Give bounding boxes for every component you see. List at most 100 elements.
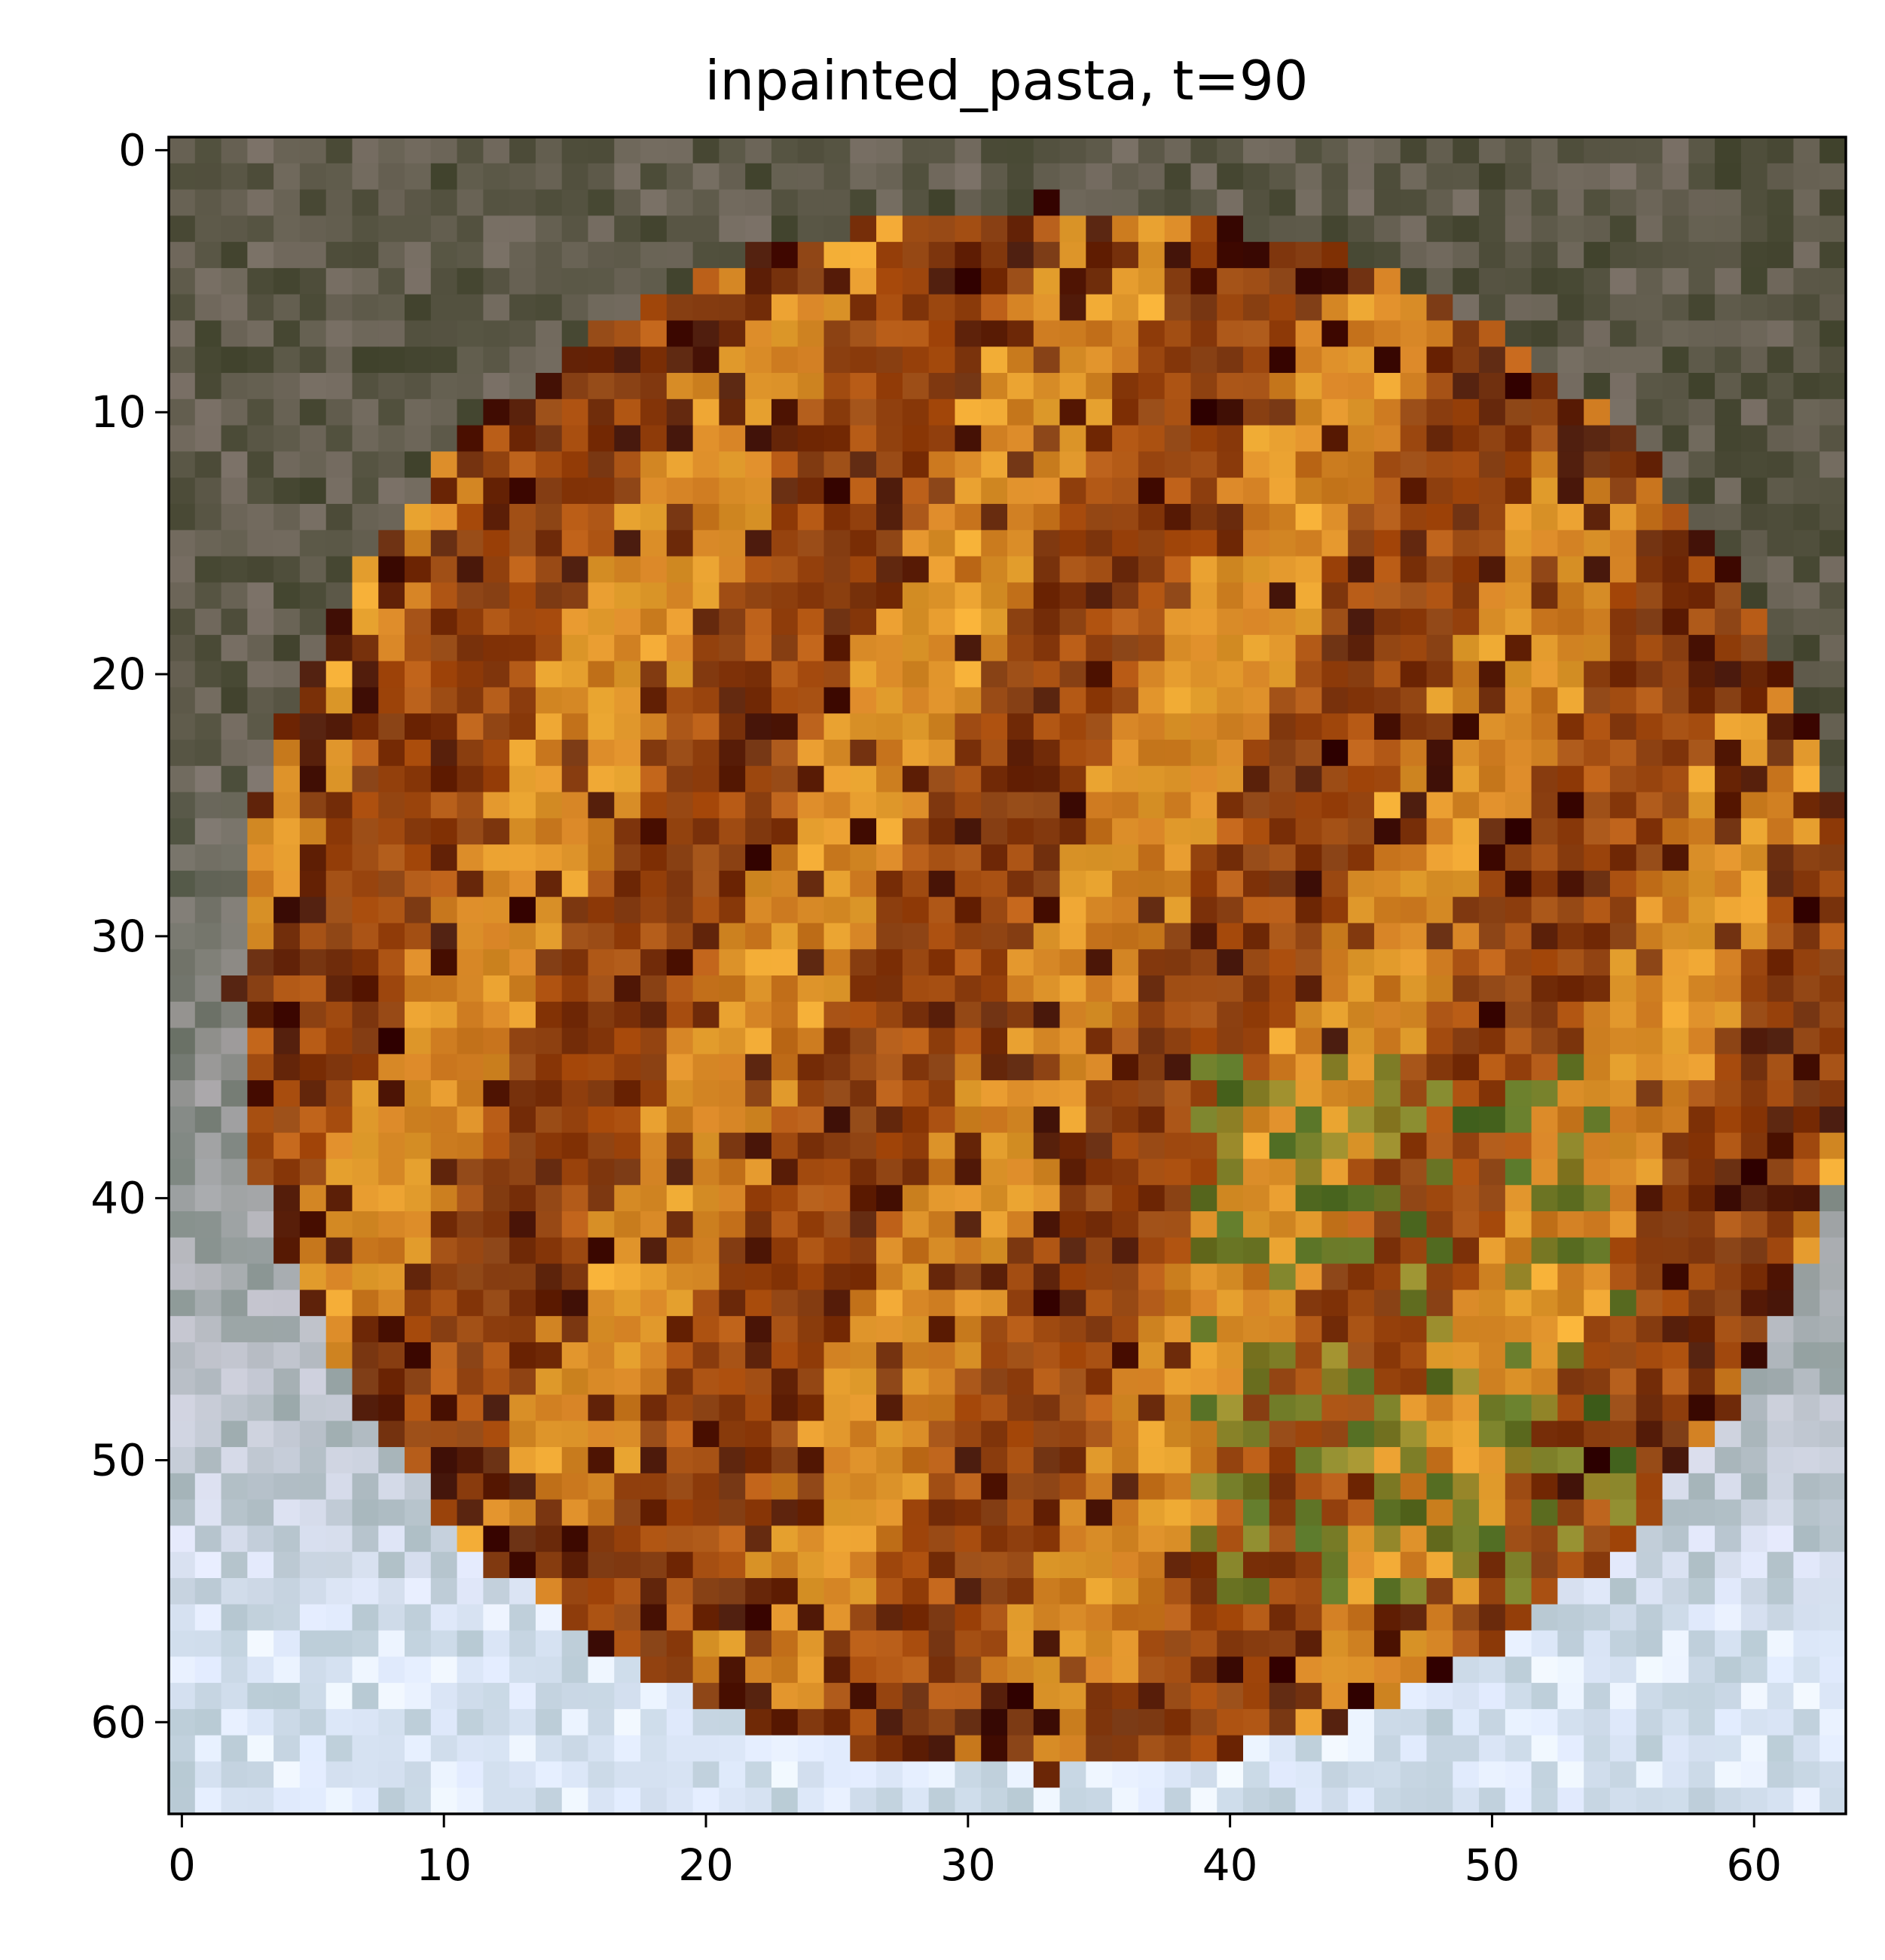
image-pixel — [1584, 1499, 1611, 1527]
image-pixel — [457, 1683, 484, 1710]
image-pixel — [169, 949, 196, 976]
image-pixel — [194, 1447, 222, 1474]
image-pixel — [1164, 1159, 1192, 1186]
image-pixel — [1295, 765, 1322, 793]
image-pixel — [955, 398, 982, 426]
image-pixel — [640, 687, 668, 714]
image-pixel — [876, 503, 903, 531]
image-pixel — [1688, 1080, 1715, 1107]
image-pixel — [1767, 1132, 1795, 1160]
image-pixel — [771, 1027, 799, 1055]
image-pixel — [614, 975, 641, 1003]
image-pixel — [1321, 844, 1349, 872]
image-pixel — [1321, 215, 1349, 243]
image-pixel — [1479, 818, 1506, 845]
image-pixel — [876, 765, 903, 793]
image-pixel — [1453, 242, 1480, 269]
image-pixel — [1505, 896, 1532, 924]
image-pixel — [1584, 347, 1611, 374]
image-pixel — [1164, 398, 1192, 426]
image-pixel — [745, 267, 772, 295]
image-pixel — [299, 1159, 327, 1186]
image-pixel — [194, 1263, 222, 1290]
image-pixel — [1348, 1132, 1375, 1160]
image-pixel — [273, 687, 301, 714]
image-pixel — [771, 870, 799, 898]
image-pixel — [928, 1106, 956, 1134]
image-pixel — [797, 1185, 825, 1212]
image-pixel — [1217, 1027, 1244, 1055]
image-pixel — [902, 1342, 930, 1369]
image-pixel — [352, 1368, 379, 1396]
image-pixel — [1819, 425, 1847, 452]
image-pixel — [588, 1735, 615, 1763]
image-pixel — [1715, 1499, 1742, 1527]
image-pixel — [1479, 1788, 1506, 1815]
image-pixel — [1688, 398, 1715, 426]
image-pixel — [797, 1211, 825, 1238]
image-pixel — [378, 949, 405, 976]
image-pixel — [1138, 215, 1166, 243]
image-pixel — [483, 870, 510, 898]
image-pixel — [588, 739, 615, 767]
image-pixel — [169, 1394, 196, 1421]
image-pixel — [1453, 739, 1480, 767]
image-pixel — [1269, 1263, 1297, 1290]
image-pixel — [1164, 687, 1192, 714]
image-pixel — [1321, 347, 1349, 374]
image-pixel — [955, 1211, 982, 1238]
image-pixel — [299, 398, 327, 426]
image-pixel — [1295, 687, 1322, 714]
image-pixel — [928, 1447, 956, 1474]
image-pixel — [692, 294, 720, 322]
image-pixel — [1636, 163, 1664, 191]
image-pixel — [1557, 1054, 1584, 1081]
image-pixel — [1793, 478, 1820, 505]
image-pixel — [1138, 739, 1166, 767]
image-pixel — [902, 896, 930, 924]
y-tick-label: 50 — [90, 1434, 146, 1485]
image-pixel — [273, 1394, 301, 1421]
image-pixel — [247, 896, 274, 924]
image-pixel — [1217, 1499, 1244, 1527]
image-pixel — [850, 215, 877, 243]
image-pixel — [1138, 1290, 1166, 1317]
image-pixel — [797, 609, 825, 636]
image-pixel — [169, 1159, 196, 1186]
image-pixel — [1557, 451, 1584, 478]
image-pixel — [1793, 1577, 1820, 1605]
image-pixel — [1531, 1027, 1559, 1055]
image-pixel — [1033, 215, 1061, 243]
image-pixel — [169, 556, 196, 583]
image-pixel — [1400, 1054, 1428, 1081]
image-pixel — [1531, 320, 1559, 347]
image-pixel — [1557, 294, 1584, 322]
image-pixel — [1688, 1604, 1715, 1632]
image-pixel — [666, 1683, 694, 1710]
image-pixel — [981, 1027, 1008, 1055]
image-pixel — [1190, 451, 1217, 478]
image-pixel — [1321, 661, 1349, 688]
image-pixel — [273, 1342, 301, 1369]
image-pixel — [588, 870, 615, 898]
image-pixel — [561, 1421, 589, 1448]
image-pixel — [1269, 1552, 1297, 1579]
image-pixel — [1505, 1342, 1532, 1369]
image-pixel — [1269, 1761, 1297, 1788]
image-pixel — [1373, 1604, 1401, 1632]
image-pixel — [1295, 1394, 1322, 1421]
image-pixel — [273, 137, 301, 164]
image-pixel — [1609, 163, 1637, 191]
image-pixel — [1217, 503, 1244, 531]
image-pixel — [535, 1552, 563, 1579]
image-pixel — [430, 1525, 458, 1552]
image-pixel — [1190, 294, 1217, 322]
image-pixel — [561, 1054, 589, 1081]
image-pixel — [745, 1054, 772, 1081]
image-pixel — [1453, 398, 1480, 426]
image-pixel — [1321, 451, 1349, 478]
image-pixel — [614, 215, 641, 243]
image-pixel — [273, 765, 301, 793]
image-pixel — [1479, 1525, 1506, 1552]
image-pixel — [1740, 1316, 1768, 1343]
